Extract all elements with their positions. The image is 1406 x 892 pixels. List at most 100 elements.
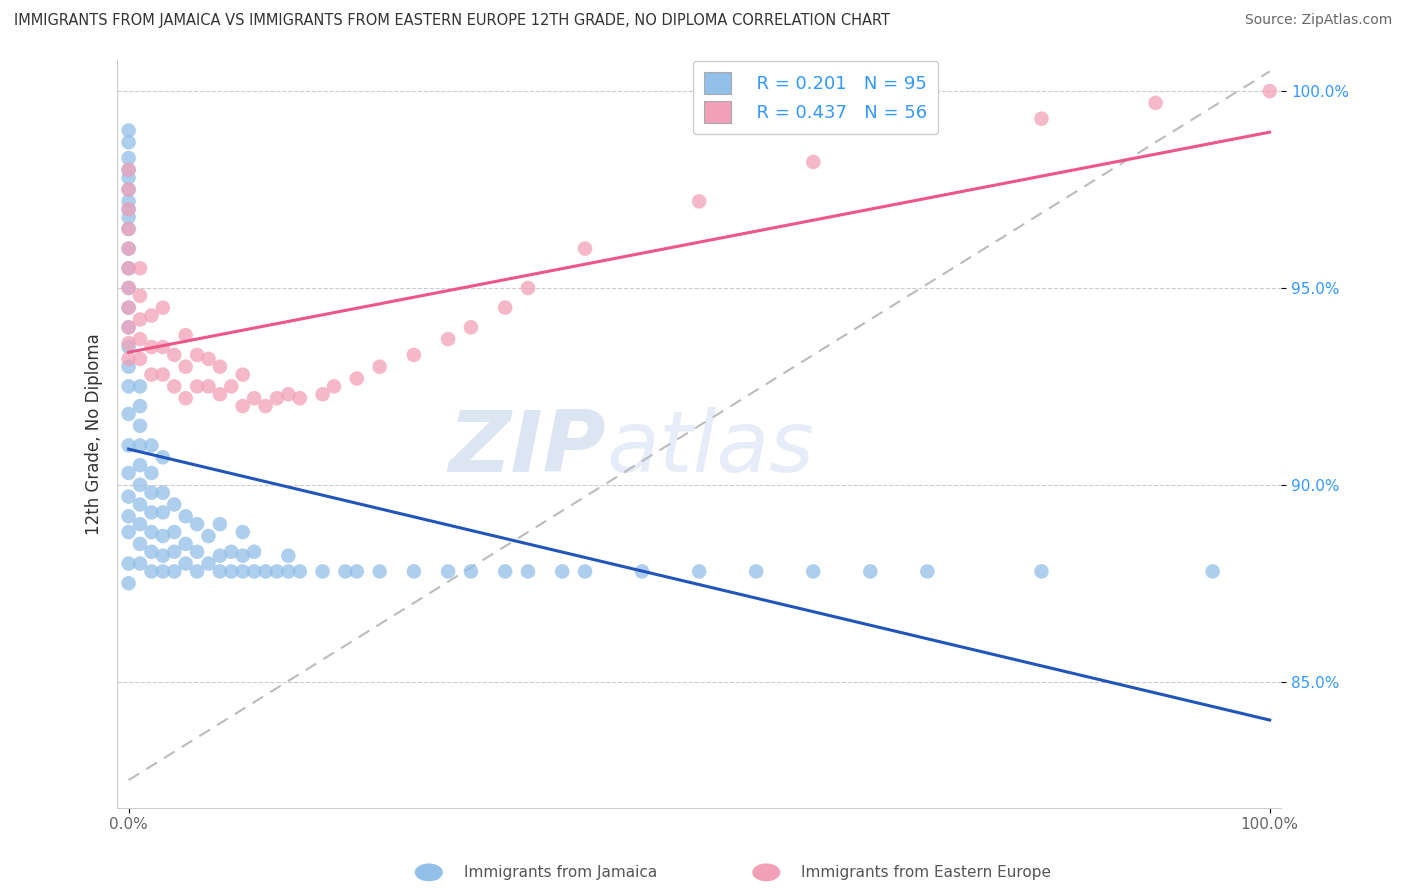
- Point: [688, 194, 710, 209]
- Point: [277, 549, 299, 563]
- Point: [152, 549, 174, 563]
- Point: [117, 261, 139, 276]
- Point: [1258, 84, 1281, 98]
- Point: [117, 359, 139, 374]
- Point: [208, 387, 231, 401]
- Point: [117, 301, 139, 315]
- Point: [141, 485, 163, 500]
- Point: [117, 170, 139, 185]
- Point: [186, 545, 208, 559]
- Point: [186, 517, 208, 532]
- Point: [208, 565, 231, 579]
- Legend:   R = 0.201   N = 95,   R = 0.437   N = 56: R = 0.201 N = 95, R = 0.437 N = 56: [693, 62, 938, 134]
- Point: [141, 309, 163, 323]
- Point: [117, 509, 139, 524]
- Point: [174, 509, 197, 524]
- Point: [129, 438, 152, 452]
- Point: [745, 565, 768, 579]
- Point: [117, 194, 139, 209]
- Text: atlas: atlas: [606, 407, 814, 490]
- Point: [254, 565, 277, 579]
- Point: [117, 320, 139, 334]
- Point: [117, 182, 139, 196]
- Point: [186, 348, 208, 362]
- Point: [221, 545, 243, 559]
- Point: [1031, 565, 1053, 579]
- Point: [208, 359, 231, 374]
- Point: [254, 399, 277, 413]
- Point: [197, 529, 219, 543]
- Point: [402, 348, 425, 362]
- Point: [117, 162, 139, 177]
- Point: [277, 387, 299, 401]
- Point: [129, 458, 152, 472]
- Point: [117, 336, 139, 351]
- Point: [117, 490, 139, 504]
- Point: [117, 222, 139, 236]
- Point: [141, 340, 163, 354]
- Point: [243, 391, 266, 405]
- Point: [1201, 565, 1223, 579]
- Point: [163, 524, 186, 539]
- Point: [460, 565, 482, 579]
- Point: [141, 368, 163, 382]
- Point: [311, 565, 333, 579]
- Point: [346, 565, 368, 579]
- Point: [801, 155, 824, 169]
- Point: [266, 565, 288, 579]
- Point: [232, 524, 254, 539]
- Point: [460, 320, 482, 334]
- Point: [232, 399, 254, 413]
- Point: [141, 565, 163, 579]
- Point: [117, 281, 139, 295]
- Point: [1144, 95, 1167, 110]
- Point: [141, 438, 163, 452]
- Point: [117, 202, 139, 217]
- Point: [152, 505, 174, 519]
- Point: [117, 557, 139, 571]
- Point: [197, 557, 219, 571]
- Point: [163, 545, 186, 559]
- Point: [574, 565, 596, 579]
- Point: [243, 545, 266, 559]
- Point: [129, 379, 152, 393]
- Point: [368, 565, 391, 579]
- Point: [163, 498, 186, 512]
- Point: [243, 565, 266, 579]
- Point: [517, 281, 540, 295]
- Point: [129, 498, 152, 512]
- Point: [232, 549, 254, 563]
- Y-axis label: 12th Grade, No Diploma: 12th Grade, No Diploma: [86, 333, 103, 534]
- Point: [117, 210, 139, 224]
- Point: [152, 340, 174, 354]
- Point: [117, 524, 139, 539]
- Point: [152, 485, 174, 500]
- Point: [288, 391, 311, 405]
- Point: [117, 151, 139, 165]
- Point: [174, 359, 197, 374]
- Point: [174, 328, 197, 343]
- Point: [186, 379, 208, 393]
- Point: [859, 565, 882, 579]
- Point: [197, 379, 219, 393]
- Point: [117, 576, 139, 591]
- Point: [494, 565, 516, 579]
- Point: [117, 320, 139, 334]
- Point: [117, 340, 139, 354]
- Point: [917, 565, 939, 579]
- Text: Source: ZipAtlas.com: Source: ZipAtlas.com: [1244, 13, 1392, 28]
- Point: [117, 123, 139, 137]
- Point: [346, 371, 368, 385]
- Point: [117, 162, 139, 177]
- Point: [288, 565, 311, 579]
- Point: [129, 351, 152, 366]
- Point: [117, 242, 139, 256]
- Point: [368, 359, 391, 374]
- Point: [311, 387, 333, 401]
- Point: [117, 438, 139, 452]
- Point: [174, 537, 197, 551]
- Point: [688, 565, 710, 579]
- Point: [129, 478, 152, 492]
- Point: [163, 348, 186, 362]
- Point: [197, 351, 219, 366]
